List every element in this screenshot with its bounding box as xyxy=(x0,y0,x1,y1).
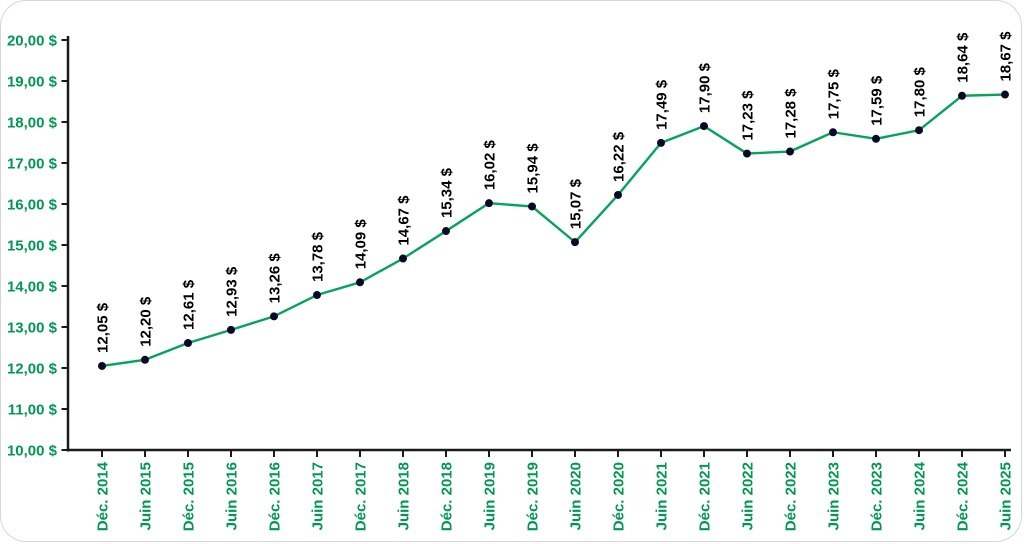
data-point xyxy=(528,202,536,211)
data-point-label: 15,34 $ xyxy=(439,167,456,218)
x-tick-label: Déc. 2020 xyxy=(611,462,628,531)
y-tick-label: 16,00 $ xyxy=(7,197,58,214)
data-point xyxy=(442,227,450,236)
data-point-label: 16,02 $ xyxy=(482,139,499,190)
data-point-label: 13,78 $ xyxy=(310,231,327,282)
data-point xyxy=(958,91,966,100)
x-tick-label: Juin 2015 xyxy=(138,462,155,530)
data-point-label: 12,93 $ xyxy=(224,266,241,317)
data-point xyxy=(399,254,407,263)
y-tick-label: 20,00 $ xyxy=(7,33,58,50)
data-point xyxy=(872,134,880,143)
data-point-label: 12,05 $ xyxy=(95,302,112,353)
x-tick-label: Juin 2016 xyxy=(224,462,241,530)
data-point-label: 17,59 $ xyxy=(869,75,886,126)
x-tick-label: Déc. 2023 xyxy=(869,462,886,531)
x-tick-label: Déc. 2014 xyxy=(95,461,112,531)
x-tick-label: Juin 2025 xyxy=(998,462,1015,530)
data-point-label: 16,22 $ xyxy=(611,131,628,182)
data-series: 12,05 $ 12,20 $ 12,61 $ 12,93 $ 13,26 $ 13,78… xyxy=(95,31,1015,370)
data-point-label: 14,09 $ xyxy=(353,219,370,270)
data-point-label: 12,61 $ xyxy=(181,279,198,330)
y-tick-label: 12,00 $ xyxy=(7,361,58,378)
x-tick-label: Déc. 2016 xyxy=(267,462,284,531)
data-point-label: 12,20 $ xyxy=(138,296,155,347)
data-point-label: 18,64 $ xyxy=(955,32,972,83)
data-point-label: 17,28 $ xyxy=(783,88,800,139)
data-point xyxy=(571,238,579,247)
y-tick-label: 18,00 $ xyxy=(7,115,58,132)
y-tick-label: 15,00 $ xyxy=(7,238,58,255)
data-point xyxy=(829,128,837,137)
data-point xyxy=(270,312,278,321)
data-point xyxy=(356,278,364,287)
x-tick-label: Juin 2023 xyxy=(826,462,843,530)
y-tick-label: 13,00 $ xyxy=(7,320,58,337)
data-point xyxy=(1001,90,1009,99)
data-point-label: 18,67 $ xyxy=(998,31,1015,82)
y-tick-label: 10,00 $ xyxy=(7,443,58,460)
data-point-label: 17,80 $ xyxy=(912,66,929,117)
x-tick-label: Juin 2017 xyxy=(310,462,327,530)
x-tick-label: Déc. 2017 xyxy=(353,462,370,531)
data-point xyxy=(184,338,192,347)
x-tick-label: Déc. 2024 xyxy=(955,461,972,531)
x-tick-label: Déc. 2022 xyxy=(783,462,800,531)
x-tick-label: Juin 2024 xyxy=(912,461,929,530)
data-point xyxy=(915,126,923,135)
x-tick-label: Déc. 2015 xyxy=(181,462,198,531)
data-point-label: 13,26 $ xyxy=(267,253,284,304)
data-point xyxy=(743,149,751,158)
y-tick-label: 19,00 $ xyxy=(7,74,58,91)
x-tick-label: Déc. 2021 xyxy=(697,462,714,531)
x-tick-label: Juin 2021 xyxy=(654,462,671,530)
y-tick-label: 17,00 $ xyxy=(7,156,58,173)
y-tick-label: 14,00 $ xyxy=(7,279,58,296)
data-point xyxy=(614,190,622,199)
x-tick-label: Juin 2018 xyxy=(396,462,413,530)
data-point xyxy=(657,138,665,147)
data-point xyxy=(141,355,149,364)
data-point xyxy=(485,199,493,208)
axes: 10,00 $ 11,00 $ 12,00 $ 13,00 $ 14,00 $ 15,00… xyxy=(7,33,1015,532)
data-point xyxy=(313,291,321,300)
data-point-label: 14,67 $ xyxy=(396,195,413,246)
data-point-label: 15,94 $ xyxy=(525,143,542,194)
data-point-label: 17,90 $ xyxy=(697,62,714,113)
x-tick-label: Déc. 2019 xyxy=(525,462,542,531)
data-point-label: 17,75 $ xyxy=(826,69,843,120)
y-tick-label: 11,00 $ xyxy=(8,402,58,419)
data-point-label: 17,23 $ xyxy=(740,90,757,141)
data-point-label: 17,49 $ xyxy=(654,79,671,130)
series-line xyxy=(100,93,1007,368)
x-tick-label: Juin 2019 xyxy=(482,462,499,530)
data-point xyxy=(700,122,708,131)
data-point xyxy=(98,361,106,370)
x-tick-label: Juin 2020 xyxy=(568,462,585,530)
data-point-label: 15,07 $ xyxy=(568,178,585,229)
x-tick-label: Juin 2022 xyxy=(740,462,757,530)
data-point xyxy=(786,147,794,156)
x-tick-label: Déc. 2018 xyxy=(439,462,456,531)
data-point xyxy=(227,325,235,334)
